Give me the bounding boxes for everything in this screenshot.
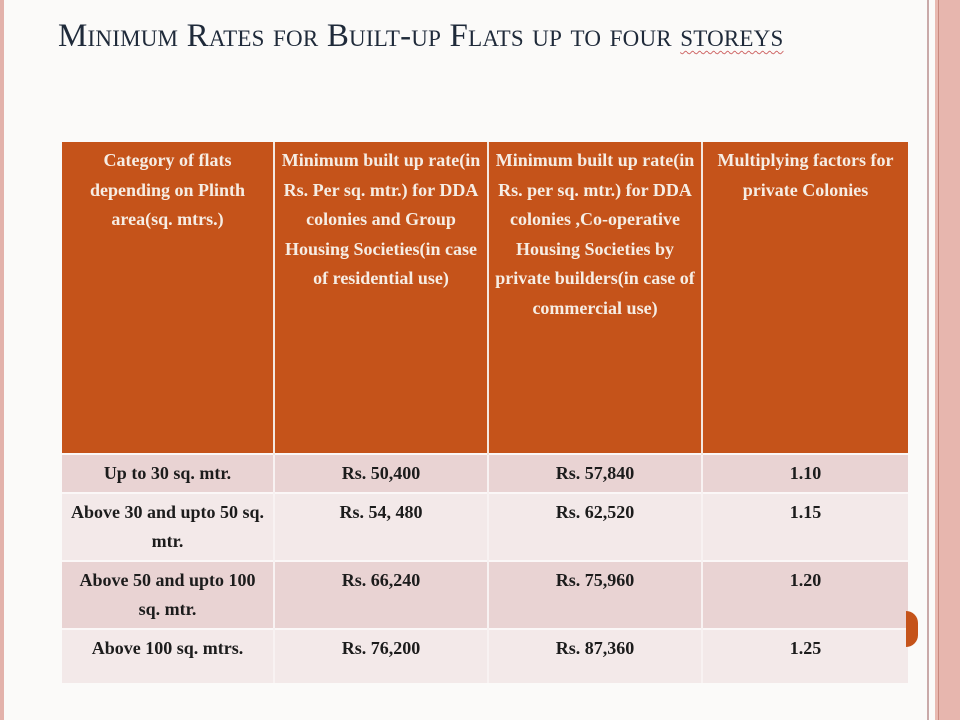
cell-residential-rate: Rs. 50,400 (274, 453, 489, 493)
cell-residential-rate: Rs. 66,240 (274, 560, 489, 629)
cell-commercial-rate: Rs. 62,520 (488, 492, 703, 561)
header-category: Category of flats depending on Plinth ar… (62, 142, 275, 454)
title-text: Minimum Rates for Built-up Flats up to f… (58, 18, 681, 54)
slide-decoration-tab (906, 611, 918, 647)
cell-category: Above 50 and upto 100 sq. mtr. (62, 560, 275, 629)
cell-commercial-rate: Rs. 75,960 (488, 560, 703, 629)
cell-factor: 1.25 (702, 628, 908, 683)
cell-commercial-rate: Rs. 57,840 (488, 453, 703, 493)
cell-residential-rate: Rs. 76,200 (274, 628, 489, 683)
table-row: Above 30 and upto 50 sq. mtr. Rs. 54, 48… (62, 492, 908, 561)
cell-factor: 1.20 (702, 560, 908, 629)
rates-table: Category of flats depending on Plinth ar… (62, 142, 908, 683)
cell-commercial-rate: Rs. 87,360 (488, 628, 703, 683)
cell-factor: 1.10 (702, 453, 908, 493)
header-multiplying-factor: Multiplying factors for private Colonies (702, 142, 908, 454)
cell-residential-rate: Rs. 54, 480 (274, 492, 489, 561)
table-row: Above 50 and upto 100 sq. mtr. Rs. 66,24… (62, 560, 908, 629)
cell-category: Above 100 sq. mtrs. (62, 628, 275, 683)
table-row: Up to 30 sq. mtr. Rs. 50,400 Rs. 57,840 … (62, 453, 908, 493)
title-underlined-word: storeys (680, 18, 784, 54)
slide-title: Minimum Rates for Built-up Flats up to f… (58, 14, 818, 58)
header-commercial-rate: Minimum built up rate(in Rs. per sq. mtr… (488, 142, 703, 454)
slide-right-border (925, 0, 960, 720)
table-header-row: Category of flats depending on Plinth ar… (62, 142, 908, 454)
slide-left-border (0, 0, 4, 720)
cell-factor: 1.15 (702, 492, 908, 561)
cell-category: Above 30 and upto 50 sq. mtr. (62, 492, 275, 561)
table-row: Above 100 sq. mtrs. Rs. 76,200 Rs. 87,36… (62, 628, 908, 683)
header-residential-rate: Minimum built up rate(in Rs. Per sq. mtr… (274, 142, 489, 454)
cell-category: Up to 30 sq. mtr. (62, 453, 275, 493)
